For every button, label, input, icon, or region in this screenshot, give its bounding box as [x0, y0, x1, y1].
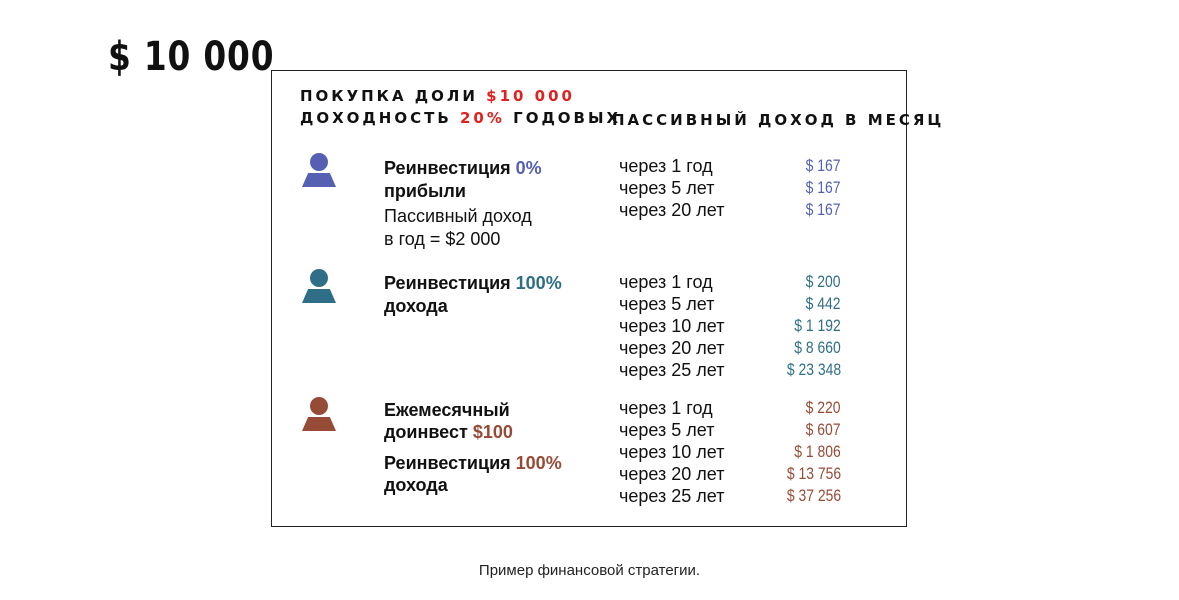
list-item: через 5 лет $ 607 [619, 420, 841, 440]
figure-caption: Пример финансовой стратегии. [478, 562, 701, 579]
list-item: через 25 лет $ 37 256 [619, 486, 841, 506]
strategy2-subtitle: дохода [384, 296, 448, 316]
yield-value: 20% [460, 109, 505, 127]
strategy1-subtitle: прибыли [384, 181, 466, 201]
list-item: через 5 лет $ 442 [619, 294, 841, 314]
list-item: через 20 лет $ 8 660 [619, 338, 841, 358]
list-item: через 25 лет $ 23 348 [619, 360, 841, 380]
strategy1-note-value: в год = $2 000 [384, 229, 501, 249]
strategy2-income-list: через 1 год $ 200 через 5 лет $ 442 через … [619, 271, 841, 381]
list-item: через 10 лет $ 1 192 [619, 316, 841, 336]
yield-suffix: ГОДОВЫХ [513, 109, 622, 127]
person-icon [302, 397, 336, 431]
strategy3-subtitle: доинвест $100 [384, 422, 513, 442]
purchase-label: ПОКУПКА ДОЛИ [300, 87, 478, 105]
list-item: через 5 лет $ 167 [619, 178, 841, 198]
strategy1-title: Реинвестиция 0% [384, 158, 542, 178]
list-item: через 20 лет $ 167 [619, 200, 841, 220]
purchase-amount: $10 000 [486, 87, 575, 105]
passive-income-header: ПАССИВНЫЙ ДОХОД В МЕСЯЦ [612, 111, 945, 129]
strategy3-reinvest-subtitle: дохода [384, 475, 448, 495]
yield-label: ДОХОДНОСТЬ [300, 109, 452, 127]
list-item: через 1 год $ 167 [619, 156, 841, 176]
person-icon [302, 269, 336, 303]
strategy1-note: Пассивный доход [384, 206, 532, 226]
yield-header: ДОХОДНОСТЬ 20% ГОДОВЫХ [300, 109, 621, 128]
strategy-card: ПОКУПКА ДОЛИ $10 000 ДОХОДНОСТЬ 20% ГОДО… [271, 70, 941, 527]
person-icon [302, 153, 336, 187]
strategy3-title: Ежемесячный [384, 400, 510, 420]
list-item: через 10 лет $ 1 806 [619, 442, 841, 462]
strategy3-income-list: через 1 год $ 220 через 5 лет $ 607 через … [619, 397, 841, 507]
strategy3-reinvest: Реинвестиция 100% [384, 453, 562, 473]
list-item: через 1 год $ 220 [619, 398, 841, 418]
strategy1-income-list: через 1 год $ 167 через 5 лет $ 167 через … [619, 155, 841, 221]
list-item: через 20 лет $ 13 756 [619, 464, 841, 484]
strategy2-title: Реинвестиция 100% [384, 273, 562, 293]
purchase-header: ПОКУПКА ДОЛИ $10 000 [300, 87, 575, 106]
page-title: $ 10 000 [108, 34, 275, 80]
list-item: через 1 год $ 200 [619, 272, 841, 292]
